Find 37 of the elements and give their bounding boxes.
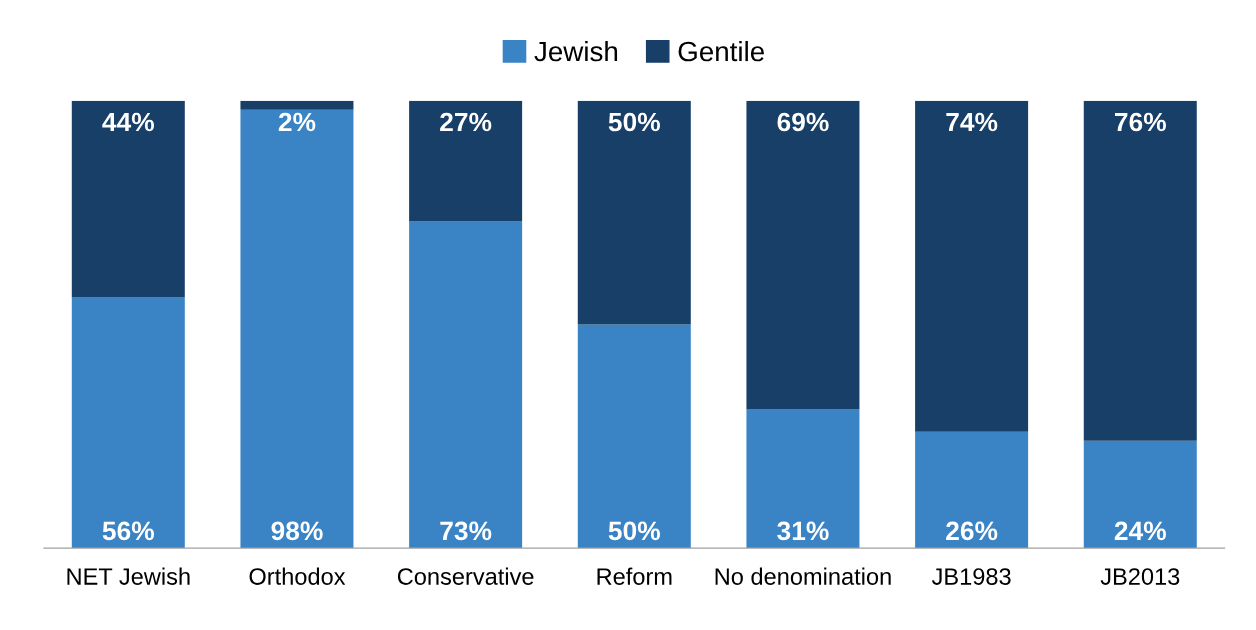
bar: [409, 221, 523, 549]
data-label: 24%: [1114, 521, 1166, 541]
data-label: 74%: [946, 112, 998, 132]
x-tick-label: Reform: [597, 567, 672, 585]
data-label: 69%: [777, 112, 829, 132]
bar: [1083, 100, 1197, 441]
data-label: 31%: [777, 521, 829, 541]
bar: [746, 100, 860, 410]
data-label: 76%: [1114, 112, 1166, 132]
bar: [240, 100, 354, 110]
x-tick-label: JB2013: [1100, 568, 1180, 585]
x-tick-label: Orthodox: [249, 567, 346, 585]
x-tick-label: JB1983: [931, 568, 1011, 585]
legend-label: Jewish: [534, 40, 618, 62]
bar: [71, 100, 185, 298]
bar: [746, 409, 860, 549]
data-label: 44%: [102, 112, 155, 132]
data-label: 27%: [440, 112, 492, 132]
bar: [915, 431, 1029, 549]
data-label: 56%: [102, 521, 155, 541]
x-tick-label: Conservative: [397, 567, 534, 585]
bar: [577, 100, 691, 325]
data-label: 26%: [946, 521, 998, 541]
bar: [1083, 440, 1197, 549]
x-tick-label: No denomination: [715, 567, 891, 585]
bar: [240, 109, 354, 549]
legend-label: Gentile: [678, 40, 764, 62]
x-tick-label: NET Jewish: [67, 567, 190, 585]
bar: [577, 324, 691, 549]
data-label: 2%: [278, 112, 316, 132]
data-label: 50%: [608, 112, 660, 132]
bar: [915, 100, 1029, 432]
bar: [71, 297, 185, 549]
data-label: 98%: [271, 521, 323, 541]
bar: [409, 100, 523, 222]
data-label: 50%: [608, 521, 660, 541]
data-label: 73%: [440, 521, 492, 541]
